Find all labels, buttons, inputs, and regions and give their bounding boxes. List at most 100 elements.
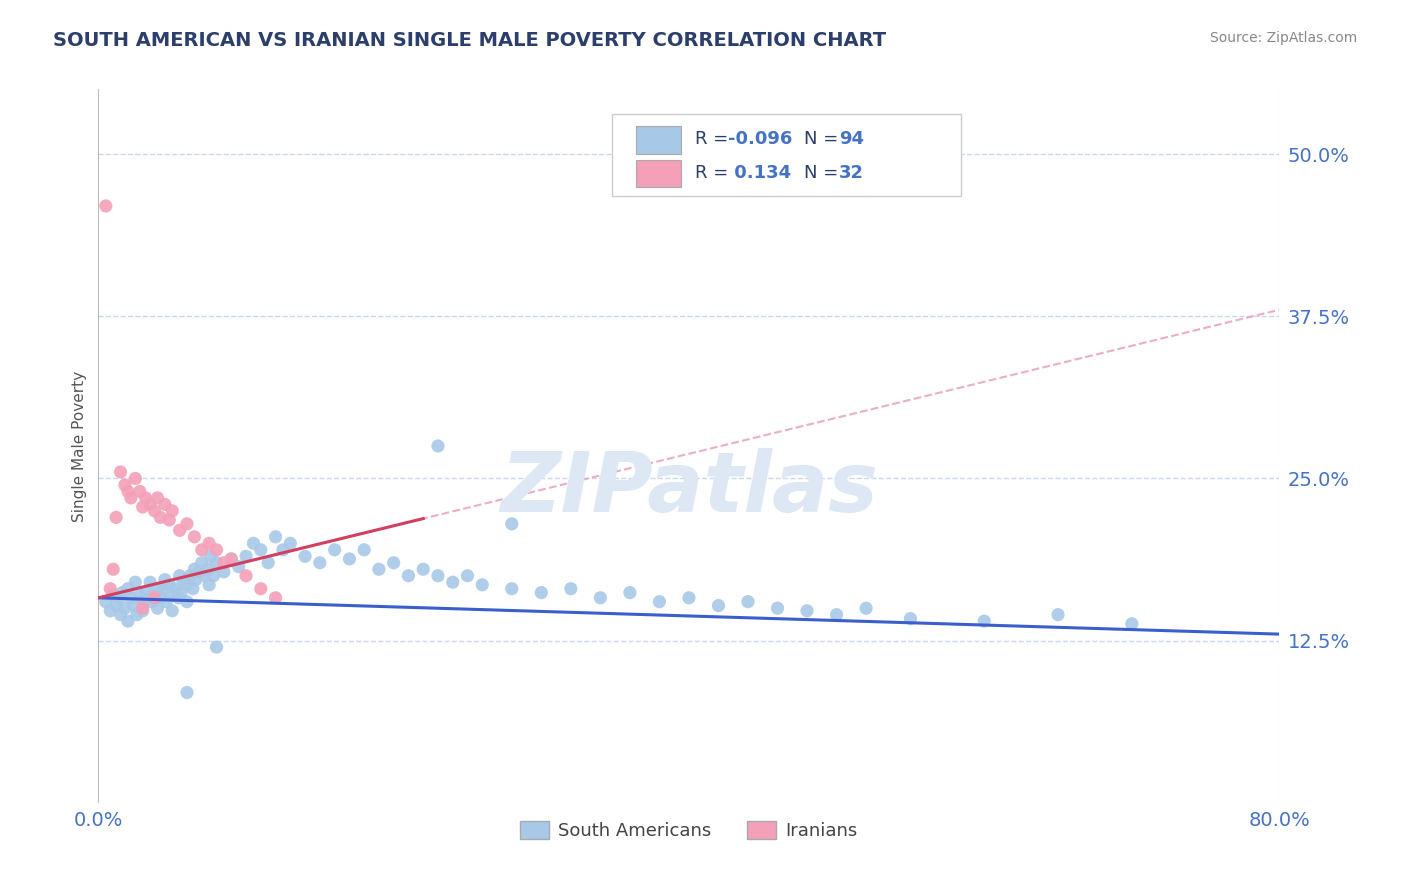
Point [457, 568, 479, 582]
Point [124, 471, 146, 485]
Point [368, 562, 391, 576]
Text: R =: R = [695, 130, 734, 148]
Point [103, 588, 125, 602]
Point [110, 607, 132, 622]
Point [167, 591, 190, 605]
Point [197, 562, 219, 576]
Y-axis label: Single Male Poverty: Single Male Poverty [72, 370, 87, 522]
Point [257, 556, 280, 570]
Point [294, 549, 316, 564]
Point [128, 484, 150, 499]
Point [242, 536, 264, 550]
Point [471, 578, 494, 592]
Point [111, 585, 134, 599]
Point [143, 588, 166, 602]
Point [143, 591, 166, 605]
Point [530, 585, 553, 599]
Point [228, 559, 250, 574]
Point [202, 568, 225, 582]
Point [120, 591, 142, 605]
Point [398, 568, 420, 582]
Point [648, 595, 671, 609]
Point [619, 585, 641, 599]
Point [143, 504, 166, 518]
Text: -0.096: -0.096 [728, 130, 793, 148]
Text: N =: N = [803, 130, 844, 148]
Point [198, 578, 221, 592]
Point [155, 595, 177, 609]
Point [114, 601, 136, 615]
Point [280, 536, 302, 550]
Point [120, 491, 142, 505]
FancyBboxPatch shape [636, 161, 681, 187]
Legend: South Americans, Iranians: South Americans, Iranians [513, 814, 865, 847]
Point [339, 552, 361, 566]
Point [176, 578, 198, 592]
Point [162, 504, 183, 518]
Text: Source: ZipAtlas.com: Source: ZipAtlas.com [1209, 31, 1357, 45]
Point [138, 591, 160, 605]
Point [173, 575, 195, 590]
Point [796, 604, 818, 618]
Point [441, 575, 464, 590]
Point [94, 595, 117, 609]
Point [1121, 616, 1143, 631]
Point [152, 582, 174, 596]
Point [146, 601, 169, 615]
Point [122, 599, 145, 613]
Point [170, 585, 193, 599]
Text: ZIPatlas: ZIPatlas [501, 449, 877, 529]
Point [560, 582, 582, 596]
Point [149, 591, 172, 605]
Point [187, 565, 209, 579]
Point [191, 542, 214, 557]
Text: 0.134: 0.134 [728, 164, 792, 182]
Point [135, 585, 157, 599]
Point [165, 582, 187, 596]
Point [250, 542, 273, 557]
Text: SOUTH AMERICAN VS IRANIAN SINGLE MALE POVERTY CORRELATION CHART: SOUTH AMERICAN VS IRANIAN SINGLE MALE PO… [53, 31, 887, 50]
Point [132, 601, 155, 615]
Point [501, 516, 523, 531]
Point [105, 599, 128, 613]
Point [98, 582, 121, 596]
Point [184, 573, 207, 587]
Point [181, 582, 204, 596]
Point [132, 595, 155, 609]
Point [855, 601, 877, 615]
Point [103, 562, 125, 576]
Point [198, 536, 221, 550]
Point [128, 588, 150, 602]
Text: 32: 32 [839, 164, 863, 182]
Point [200, 549, 222, 564]
Point [412, 562, 434, 576]
Point [146, 491, 169, 505]
Point [132, 604, 155, 618]
Point [271, 542, 294, 557]
Point [179, 568, 201, 582]
Point [973, 614, 995, 628]
Point [117, 484, 139, 499]
Point [114, 478, 136, 492]
Text: N =: N = [803, 164, 844, 182]
Point [766, 601, 789, 615]
Point [135, 491, 157, 505]
Point [678, 591, 700, 605]
Point [900, 611, 922, 625]
Point [825, 607, 848, 622]
Point [353, 542, 375, 557]
Point [205, 640, 228, 654]
Point [169, 524, 191, 538]
Point [146, 582, 169, 596]
FancyBboxPatch shape [636, 127, 681, 153]
Point [264, 591, 287, 605]
Point [153, 573, 176, 587]
Point [162, 588, 183, 602]
Point [427, 439, 450, 453]
Point [141, 595, 163, 609]
Point [212, 556, 235, 570]
Point [235, 568, 257, 582]
Text: R =: R = [695, 164, 734, 182]
Point [707, 599, 730, 613]
Point [212, 565, 235, 579]
